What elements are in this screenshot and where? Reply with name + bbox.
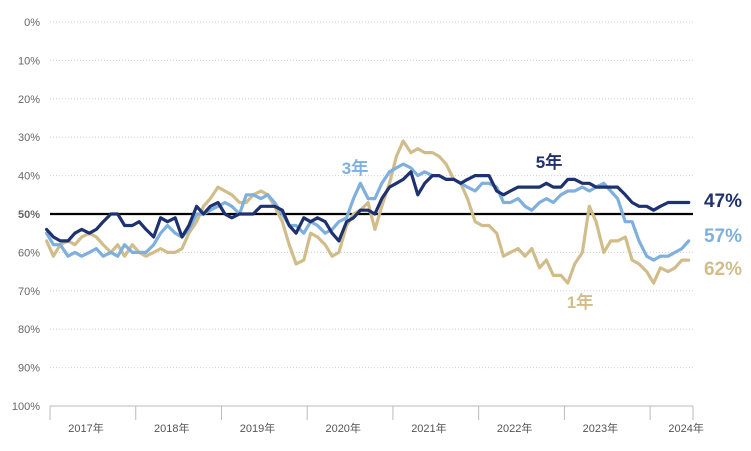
y-tick-label: 30% <box>18 132 40 144</box>
y-tick-label: 20% <box>18 94 40 106</box>
x-tick-label: 2024年 <box>668 421 703 435</box>
x-axis-ticks: 2017年 2018年 2019年 2020年 2021年 2022年 2023年 2024年 <box>49 405 704 435</box>
x-tick-label: 2018年 <box>154 421 189 435</box>
x-tick-label: 2022年 <box>497 421 532 435</box>
y-tick-label: 100% <box>12 401 40 413</box>
y-tick-label: 70% <box>18 286 40 298</box>
x-tick-label: 2020年 <box>325 421 360 435</box>
series-end-value-label: 62% <box>704 259 742 280</box>
x-tick-label: 2021年 <box>411 421 446 435</box>
x-tick-label: 2023年 <box>583 421 618 435</box>
y-tick-label: 90% <box>18 363 40 375</box>
y-tick-label: 0% <box>24 17 40 29</box>
series-end-value-label: 57% <box>704 226 742 247</box>
y-axis-ticks: 0% 10% 20% 30% 40% 50% 60% 70% 80% 90% 100% <box>12 17 40 413</box>
series-labels: 1年 62% 3年 57% 5年 47% <box>342 152 742 312</box>
series-lines <box>45 139 691 285</box>
series-line-3年 <box>45 162 691 262</box>
series-name-label: 3年 <box>342 158 368 178</box>
y-tick-label: 50% <box>18 209 40 221</box>
series-name-label: 5年 <box>536 152 562 172</box>
y-tick-label: 80% <box>18 324 40 336</box>
series-end-value-label: 47% <box>704 191 742 212</box>
y-tick-label: 60% <box>18 247 40 259</box>
y-tick-label: 40% <box>18 171 40 183</box>
series-line-1年 <box>45 139 691 285</box>
series-name-label: 1年 <box>567 292 593 312</box>
x-tick-label: 2019年 <box>240 421 275 435</box>
series-line-5年 <box>45 170 691 243</box>
y-tick-label: 10% <box>18 55 40 67</box>
x-tick-label: 2017年 <box>68 421 103 435</box>
